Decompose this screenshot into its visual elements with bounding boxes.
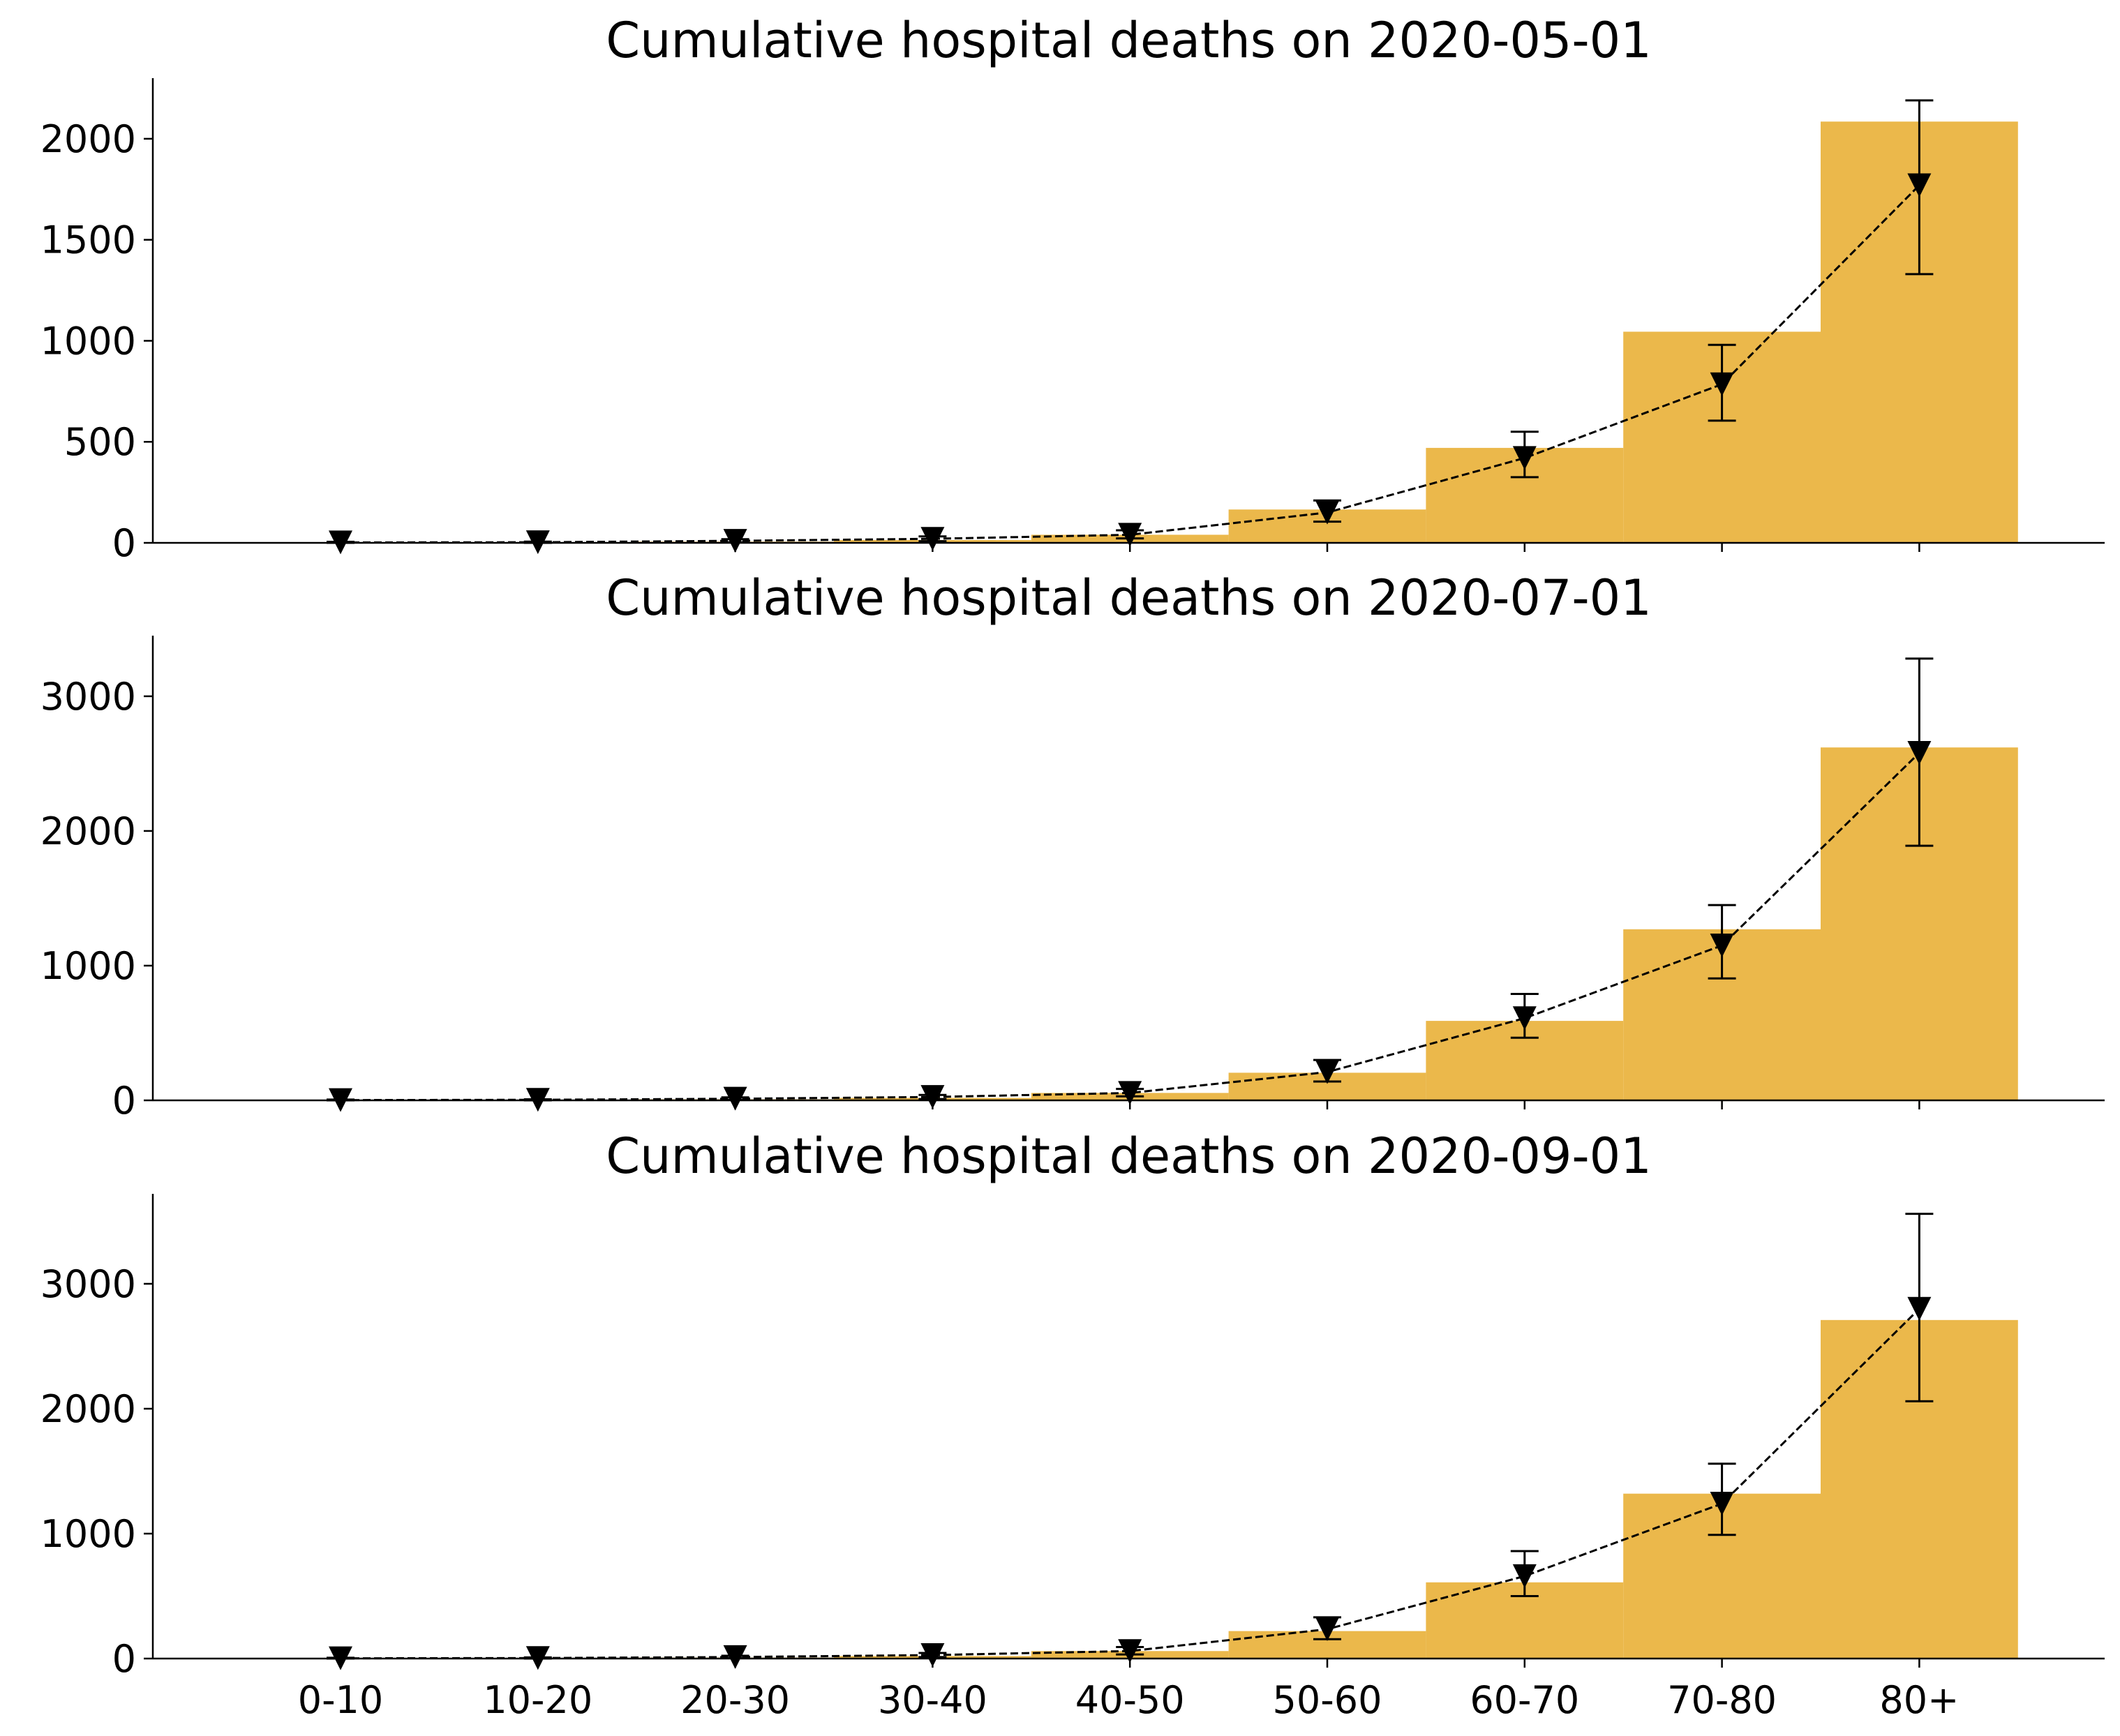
point-marker: [1907, 173, 1932, 197]
x-tick-label-30-40: 30-40: [878, 1678, 987, 1722]
chart-title: Cumulative hospital deaths on 2020-09-01: [606, 1128, 1652, 1185]
y-tick-label: 2000: [40, 809, 136, 853]
y-tick-label: 0: [112, 1637, 136, 1681]
y-tick-label: 1000: [40, 944, 136, 988]
chart-panel-1: 0 500 1000 1500 2000 Cumulative hospital deat…: [40, 12, 2105, 565]
point-marker: [920, 1643, 945, 1667]
point-marker: [1315, 1617, 1339, 1641]
point-marker: [1907, 1296, 1932, 1321]
y-tick-label: 2000: [40, 1387, 136, 1431]
x-tick-label-70-80: 70-80: [1667, 1678, 1777, 1722]
y-tick-label: 0: [112, 521, 136, 565]
x-tick-label-80+: 80+: [1879, 1678, 1959, 1722]
y-tick-label: 1000: [40, 1512, 136, 1556]
point-marker: [723, 529, 747, 553]
chart-title: Cumulative hospital deaths on 2020-05-01: [606, 12, 1652, 69]
y-tick-label: 500: [64, 420, 136, 464]
point-marker: [1118, 523, 1142, 547]
chart-title: Cumulative hospital deaths on 2020-07-01: [606, 569, 1652, 627]
point-marker: [1710, 1492, 1734, 1516]
x-tick-label-10-20: 10-20: [483, 1678, 592, 1722]
series-line: [340, 751, 1920, 1102]
point-marker: [920, 527, 945, 551]
point-marker: [1315, 500, 1339, 525]
y-tick-label: 2000: [40, 117, 136, 161]
point-marker: [1512, 446, 1537, 470]
point-marker: [1907, 740, 1932, 765]
point-marker: [1710, 372, 1734, 396]
point-marker: [1315, 1060, 1339, 1084]
point-marker: [1512, 1564, 1537, 1588]
x-tick-label-40-50: 40-50: [1075, 1678, 1185, 1722]
y-tick-label: 3000: [40, 1262, 136, 1306]
y-tick-label: 0: [112, 1079, 136, 1123]
point-marker: [1710, 934, 1734, 957]
point-marker: [920, 1085, 945, 1109]
x-tick-label-50-60: 50-60: [1273, 1678, 1382, 1722]
x-tick-label-20-30: 20-30: [680, 1678, 790, 1722]
point-marker: [723, 1645, 747, 1669]
series-line: [340, 184, 1920, 544]
x-tick-label-60-70: 60-70: [1470, 1678, 1579, 1722]
x-tick-label-0-10: 0-10: [298, 1678, 384, 1722]
point-marker: [1118, 1639, 1142, 1663]
y-tick-label: 1500: [40, 218, 136, 262]
point-marker: [1512, 1006, 1537, 1031]
y-tick-label: 3000: [40, 675, 136, 719]
chart-panel-3: 0 1000 2000 3000 0-10 10-20 20-30 30-40 40-50 50-…: [40, 1128, 2105, 1722]
point-marker: [723, 1086, 747, 1111]
y-tick-label: 1000: [40, 319, 136, 363]
point-marker: [1118, 1081, 1142, 1105]
chart-panel-2: 0 1000 2000 3000 Cumulative hospital deaths …: [40, 569, 2105, 1123]
